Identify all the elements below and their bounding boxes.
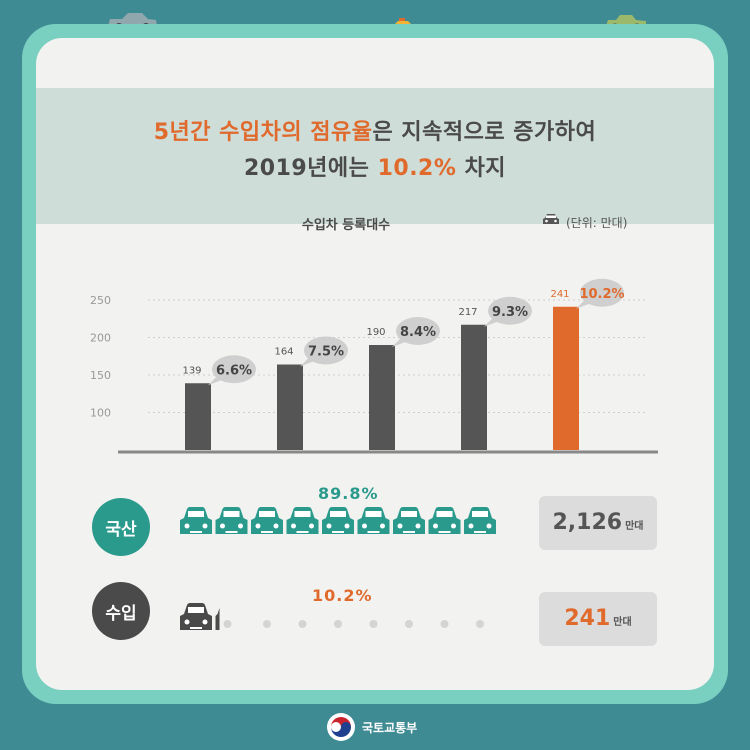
y-tick-label: 150 <box>90 369 111 382</box>
headline-accent-1: 5년간 수입차의 점유율 <box>153 120 373 145</box>
bar-2017 <box>369 345 395 450</box>
empty-slot-dot <box>440 620 449 628</box>
headline-banner <box>36 88 714 224</box>
car-icon <box>357 507 390 534</box>
share-bubble <box>580 278 624 307</box>
empty-slot-dot <box>223 620 232 628</box>
bar-value-label: 241 <box>550 289 569 300</box>
car-icon <box>322 507 354 534</box>
bar-chart: 1001502002501396.6%20151647.5%20161908.4… <box>90 278 658 454</box>
domestic-percent: 89.8% <box>318 484 379 503</box>
headline-text-2a: 2019년에는 <box>243 156 378 181</box>
chart-title: 수입차 등록대수 <box>301 218 391 233</box>
share-label: 6.6% <box>216 363 252 378</box>
share-label: 7.5% <box>308 345 344 360</box>
car-icon <box>180 603 212 630</box>
bar-value-label: 217 <box>458 307 477 318</box>
domestic-badge: 국산 <box>92 498 150 556</box>
share-label: 9.3% <box>492 305 528 320</box>
domestic-value-box: 2,126 만대 <box>539 496 657 550</box>
empty-slot-dot <box>369 620 378 628</box>
share-bubble <box>488 296 532 325</box>
content-card: 5년간 수입차의 점유율은 지속적으로 증가하여 2019년에는 10.2% 차… <box>36 38 714 690</box>
domestic-unit: 만대 <box>625 521 644 532</box>
bar-value-label: 139 <box>182 365 201 376</box>
bar-2016 <box>277 364 303 450</box>
y-tick-label: 100 <box>90 407 111 420</box>
headline-line-2: 2019년에는 10.2% 차지 <box>36 150 714 182</box>
car-icon <box>286 507 319 534</box>
bar-2019 <box>553 306 579 450</box>
car-icon <box>428 507 461 534</box>
ministry-logo: 국토교통부 <box>326 712 417 742</box>
headline-text-2b: 차지 <box>456 156 507 181</box>
import-value: 241 <box>564 606 611 631</box>
ministry-name: 국토교통부 <box>362 720 418 735</box>
car-icon <box>464 507 496 534</box>
share-bubble <box>396 317 440 345</box>
domestic-car-row <box>180 507 496 534</box>
domestic-label: 국산 <box>105 519 137 540</box>
bar-2018 <box>461 324 487 450</box>
car-icon <box>180 507 212 534</box>
headline-accent-2: 10.2% <box>377 156 457 181</box>
import-unit: 만대 <box>613 617 632 628</box>
car-icon <box>215 507 248 534</box>
headline-text-1: 은 지속적으로 증가하여 <box>372 120 597 145</box>
bar-2015 <box>185 383 211 450</box>
import-label: 수입 <box>105 603 137 624</box>
import-value-box: 241 만대 <box>539 592 657 646</box>
car-unit-icon <box>543 214 559 224</box>
headline-line-1: 5년간 수입차의 점유율은 지속적으로 증가하여 <box>36 114 714 146</box>
share-label: 10.2% <box>579 287 624 302</box>
empty-slot-dot <box>263 620 271 628</box>
domestic-value: 2,126 <box>552 510 623 535</box>
share-label: 8.4% <box>400 325 436 340</box>
y-tick-label: 200 <box>90 332 111 345</box>
import-car-row <box>180 603 484 630</box>
import-badge: 수입 <box>92 582 150 640</box>
share-bubble <box>304 336 348 365</box>
empty-slot-dot <box>334 620 342 628</box>
bar-value-label: 164 <box>274 347 293 358</box>
y-tick-label: 250 <box>90 294 111 307</box>
partial-car-icon <box>215 608 220 630</box>
empty-slot-dot <box>405 620 413 628</box>
import-percent: 10.2% <box>312 586 373 605</box>
unit-label: (단위: 만대) <box>566 216 628 230</box>
share-bubble <box>212 355 256 384</box>
taegeuk-icon <box>327 713 355 741</box>
empty-slot-dot <box>298 620 307 628</box>
car-icon <box>251 507 283 534</box>
car-icon <box>393 507 425 534</box>
empty-slot-dot <box>476 620 484 628</box>
bar-value-label: 190 <box>366 327 385 338</box>
